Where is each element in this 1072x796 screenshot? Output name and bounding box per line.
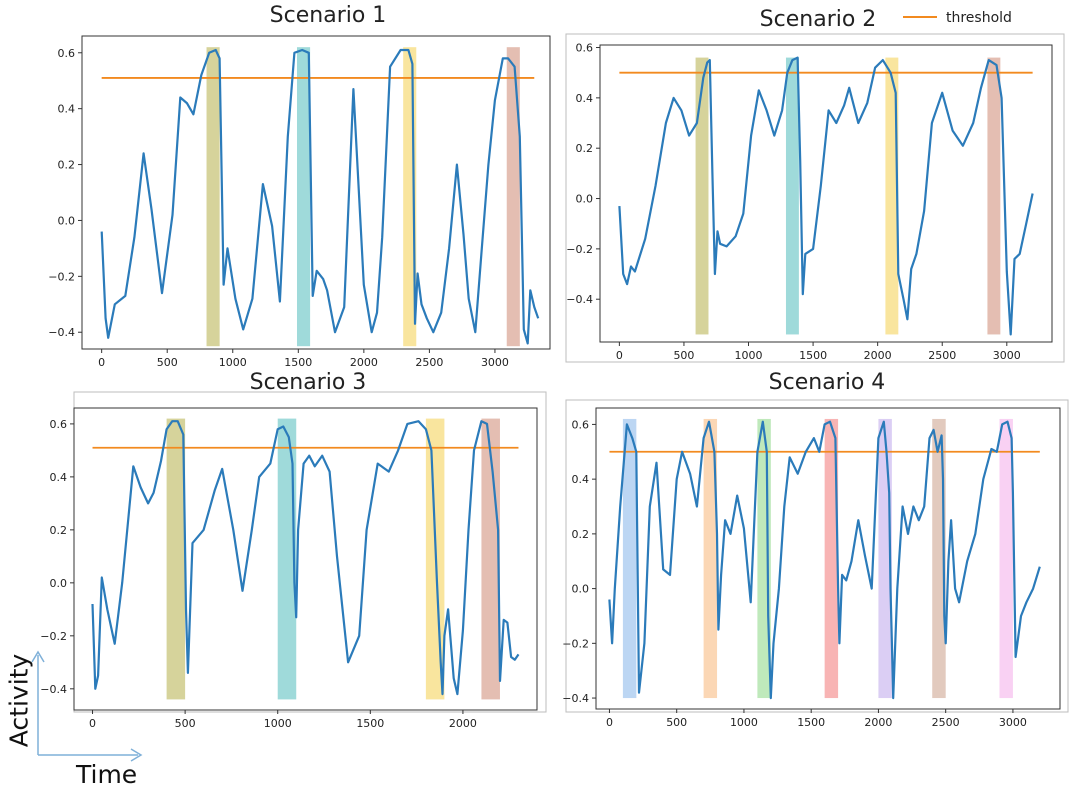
x-tick-label: 1500 [799,349,827,362]
chart-s2: 0 500 1000 1500 2000 2500 3000 −0.4 −0.2 0.0 0.2 0.… [565,7,1065,363]
highlight-band-4 [824,418,839,699]
x-tick-label: 2000 [864,349,892,362]
activity-series-line [91,420,520,696]
y-tick-label: −0.2 [48,270,75,283]
activity-series-line [100,48,540,345]
x-tick-label: 1000 [730,716,758,729]
highlight-band-2 [296,47,311,347]
plot-frame [599,44,1053,343]
y-tick-label: 0.4 [50,471,68,484]
plot-frame [81,35,551,350]
x-tick-label: 2000 [449,717,477,730]
highlight-band-1 [622,418,637,699]
y-tick-label: 0.4 [58,103,76,116]
y-tick-label: 0.6 [576,42,594,55]
y-tick-label: 0.4 [572,473,590,486]
chart-s4: 0 500 1000 1500 2000 2500 3000 −0.4 −0.2 0.0 0.2 0.… [562,370,1069,729]
chart-title: Scenario 4 [769,370,886,395]
highlight-band-2 [703,418,718,699]
panel-border-s3 [73,391,547,713]
highlight-band-4 [481,418,500,700]
x-tick-label: 2500 [415,356,443,369]
y-tick-label: 0.2 [576,142,594,155]
y-tick-label: 0.6 [572,418,590,431]
highlight-band-1 [166,418,186,700]
highlight-band-7 [999,418,1013,699]
activity-axis-note: Activity [4,653,34,748]
activity-series-line [618,56,1034,336]
x-tick-label: 1000 [735,349,763,362]
activity-series-line [608,420,1041,700]
x-tick-label: 2500 [932,716,960,729]
chart-s3: 0 500 1000 1500 2000 −0.4 −0.2 0.0 0.2 0.4 0.6 Scen… [40,370,547,730]
plot-frame [595,407,1061,710]
x-tick-label: 1500 [284,356,312,369]
y-tick-label: −0.4 [566,293,593,306]
plot-frame [73,407,538,711]
y-tick-label: 0.0 [576,193,594,206]
x-tick-label: 2000 [864,716,892,729]
x-tick-label: 2500 [928,349,956,362]
x-tick-label: 3000 [481,356,509,369]
y-tick-label: 0.6 [58,47,76,60]
y-tick-label: 0.0 [58,214,76,227]
y-tick-label: 0.2 [572,528,590,541]
x-tick-label: 1000 [264,717,292,730]
x-tick-label: 500 [673,349,694,362]
y-tick-label: 0.0 [50,577,68,590]
y-tick-label: 0.2 [50,524,68,537]
y-tick-label: 0.6 [50,418,68,431]
y-tick-label: −0.4 [48,326,75,339]
x-tick-label: 1500 [356,717,384,730]
highlight-band-4 [506,47,520,347]
chart-s1: 0 500 1000 1500 2000 2500 3000 −0.4 −0.2 0.0 0.2 0.… [48,3,551,369]
time-axis-note: Time [76,760,138,789]
highlight-band-4 [987,57,1001,335]
x-tick-label: 1500 [797,716,825,729]
x-tick-label: 500 [157,356,178,369]
highlight-band-1 [206,47,220,347]
x-tick-label: 0 [89,717,96,730]
y-tick-label: 0.2 [58,159,76,172]
panel-border-s4 [565,399,1069,713]
x-tick-label: 0 [616,349,623,362]
axis-arrows [31,650,143,762]
chart-title: Scenario 2 [760,7,877,32]
x-tick-label: 2000 [350,356,378,369]
highlight-band-2 [277,418,297,700]
legend-threshold-label: threshold [946,10,1012,26]
x-tick-label: 1000 [219,356,247,369]
y-tick-label: −0.2 [566,243,593,256]
panel-border-s2 [565,33,1065,363]
chart-title: Scenario 3 [250,370,367,395]
x-tick-label: 0 [98,356,105,369]
y-tick-label: −0.2 [562,637,589,650]
highlight-band-1 [695,57,709,335]
chart-title: Scenario 1 [270,3,387,28]
x-tick-label: 500 [175,717,196,730]
y-tick-label: −0.4 [562,692,589,705]
x-tick-label: 0 [606,716,613,729]
y-tick-label: −0.4 [40,683,67,696]
highlight-band-2 [785,57,799,335]
y-tick-label: −0.2 [40,630,67,643]
x-tick-label: 500 [666,716,687,729]
y-tick-label: 0.0 [572,583,590,596]
time-arrowhead-icon [130,748,143,762]
x-tick-label: 3000 [999,716,1027,729]
y-tick-label: 0.4 [576,92,594,105]
activity-arrowhead-icon [31,650,45,663]
x-tick-label: 3000 [993,349,1021,362]
